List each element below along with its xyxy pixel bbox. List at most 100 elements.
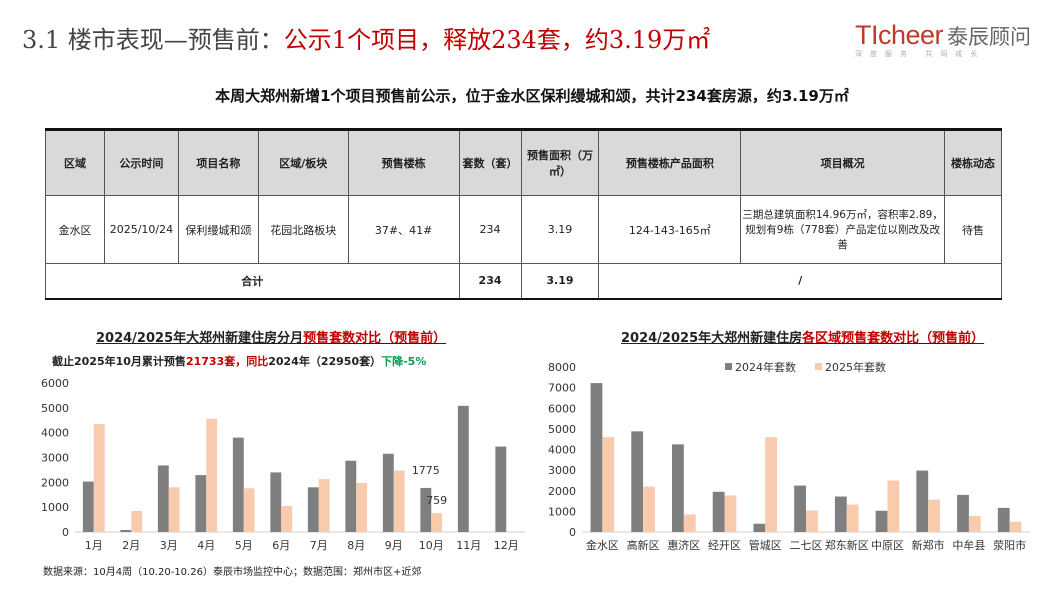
- bar-2024: [157, 465, 169, 532]
- right-chart-title: 2024/2025年大郑州新建住房各区域预售套数对比（预售前）: [621, 327, 984, 346]
- bar-2024: [590, 383, 603, 532]
- x-tick-label: 5月: [235, 539, 253, 552]
- bar-2025: [243, 488, 255, 532]
- y-tick-label: 0: [569, 526, 576, 539]
- column-header: 公示时间: [103, 129, 179, 196]
- bar-2025: [928, 499, 940, 532]
- total-area: 3.19: [520, 263, 600, 299]
- bar-2025: [168, 487, 180, 532]
- bar-2024: [307, 487, 319, 532]
- right-title-prefix: 2024/2025年大郑州新建住房: [621, 331, 803, 346]
- y-tick-label: 1000: [548, 505, 576, 518]
- bar-2024: [345, 460, 357, 532]
- total-row: 合计 234 3.19 /: [45, 263, 1002, 299]
- bar-2025: [206, 418, 218, 532]
- note-part: 下降-5%: [381, 355, 427, 368]
- bar-2025: [93, 423, 105, 532]
- x-tick-label: 2月: [122, 539, 140, 552]
- total-units: 234: [458, 263, 522, 299]
- bar-2024: [270, 472, 282, 532]
- x-tick-label: 4月: [197, 539, 215, 552]
- bar-2024: [997, 507, 1010, 532]
- note-part: 21733套，同比: [185, 355, 269, 368]
- y-tick-label: 2000: [548, 485, 576, 498]
- x-tick-label: 9月: [385, 539, 403, 552]
- table-cell: 234: [458, 195, 522, 264]
- bar-2024: [232, 437, 244, 532]
- table-cell: 待售: [944, 195, 1002, 264]
- x-tick-label: 经开区: [708, 539, 741, 552]
- x-tick-label: 11月: [456, 539, 481, 552]
- x-tick-label: 8月: [347, 539, 365, 552]
- table-cell: 保利缦城和颂: [177, 195, 259, 264]
- bar-2025: [724, 495, 737, 532]
- x-tick-label: 高新区: [627, 538, 660, 552]
- left-title-prefix: 2024/2025年大郑州新建住房分月: [96, 331, 304, 346]
- column-header: 预售楼栋产品面积: [598, 129, 742, 196]
- bar-2024: [916, 470, 929, 532]
- bar-2025: [1009, 521, 1022, 532]
- table-cell: 37#、41#: [347, 195, 460, 264]
- data-source: 数据来源：10月4周（10.20-10.26）泰辰市场监控中心；数据范围：郑州市…: [43, 567, 422, 578]
- legend-swatch: [815, 363, 822, 370]
- legend-swatch: [725, 363, 732, 370]
- bar-2024: [420, 487, 432, 532]
- page-title: 3.1 楼市表现—预售前：公示1个项目，释放234套，约3.19万㎡: [22, 20, 710, 55]
- x-tick-label: 中牟县: [952, 538, 985, 552]
- y-tick-label: 5000: [548, 423, 576, 436]
- bar-2024: [834, 496, 847, 532]
- bar-2024: [120, 530, 132, 532]
- y-tick-label: 2000: [41, 476, 69, 489]
- bar-2024: [794, 485, 806, 532]
- bar-2024: [495, 446, 507, 532]
- x-tick-label: 12月: [494, 539, 519, 552]
- x-tick-label: 7月: [310, 539, 328, 552]
- table-cell: 124-143-165㎡: [598, 195, 742, 264]
- x-tick-label: 郑东新区: [825, 538, 869, 552]
- bar-2024: [631, 431, 644, 532]
- column-header: 预售面积（万㎡）: [520, 129, 600, 196]
- summary-heading: 本周大郑州新增1个项目预售前公示，位于金水区保利缦城和颂，共计234套房源，约3…: [215, 87, 849, 105]
- y-tick-label: 1000: [41, 501, 69, 514]
- note-part: 截止2025年10月累计预售: [52, 355, 186, 368]
- bar-2025: [602, 437, 615, 532]
- left-title-highlight: 预售套数对比（预售前）: [303, 331, 447, 346]
- legend-label: 2025年套数: [825, 360, 886, 374]
- table-cell: 三期总建筑面积14.96万㎡，容积率2.89，规划有9栋（778套）产品定位以刚…: [740, 195, 946, 264]
- y-tick-label: 6000: [548, 402, 576, 415]
- bar-2025: [431, 513, 443, 532]
- bar-2024: [753, 523, 766, 532]
- total-note: /: [598, 263, 1002, 299]
- title-highlight: 公示1个项目，释放234套，约3.19万㎡: [283, 26, 711, 54]
- y-tick-label: 5000: [41, 402, 69, 415]
- logo-cn: 泰辰顾问: [947, 25, 1032, 49]
- bar-2024: [712, 491, 725, 532]
- x-tick-label: 中原区: [871, 539, 904, 552]
- column-header: 区域/板块: [257, 129, 349, 196]
- legend-label: 2024年套数: [735, 360, 796, 374]
- logo-en: TIcheer: [855, 20, 944, 50]
- x-tick-label: 新郑市: [912, 538, 945, 552]
- data-label: 759: [426, 494, 447, 507]
- y-tick-label: 7000: [548, 382, 576, 395]
- bar-2025: [683, 514, 696, 532]
- bar-2025: [131, 510, 143, 532]
- y-tick-label: 0: [62, 526, 69, 539]
- y-tick-label: 4000: [41, 427, 69, 440]
- x-tick-label: 管城区: [749, 538, 782, 552]
- column-header: 套数（套）: [458, 129, 522, 196]
- x-tick-label: 荥阳市: [993, 538, 1026, 552]
- column-header: 预售楼栋: [347, 129, 460, 196]
- header-row: 区域 公示时间 项目名称 区域/板块 预售楼栋 套数（套） 预售面积（万㎡） 预售楼栋产品面积…: [45, 129, 1002, 196]
- bar-2024: [382, 453, 394, 532]
- left-chart-note: 截止2025年10月累计预售21733套，同比2024年（22950套）下降-5…: [52, 353, 426, 369]
- table-cell: 金水区: [45, 195, 105, 264]
- right-title-highlight: 各区域预售套数对比（预售前）: [802, 331, 985, 346]
- bar-2025: [887, 480, 900, 532]
- x-tick-label: 惠济区: [667, 538, 700, 552]
- column-header: 项目概况: [740, 129, 946, 196]
- table-cell: 花园北路板块: [257, 195, 349, 264]
- title-prefix: 3.1 楼市表现—预售前：: [22, 26, 284, 54]
- column-header: 楼栋动态: [944, 129, 1002, 196]
- bar-2024: [195, 475, 207, 532]
